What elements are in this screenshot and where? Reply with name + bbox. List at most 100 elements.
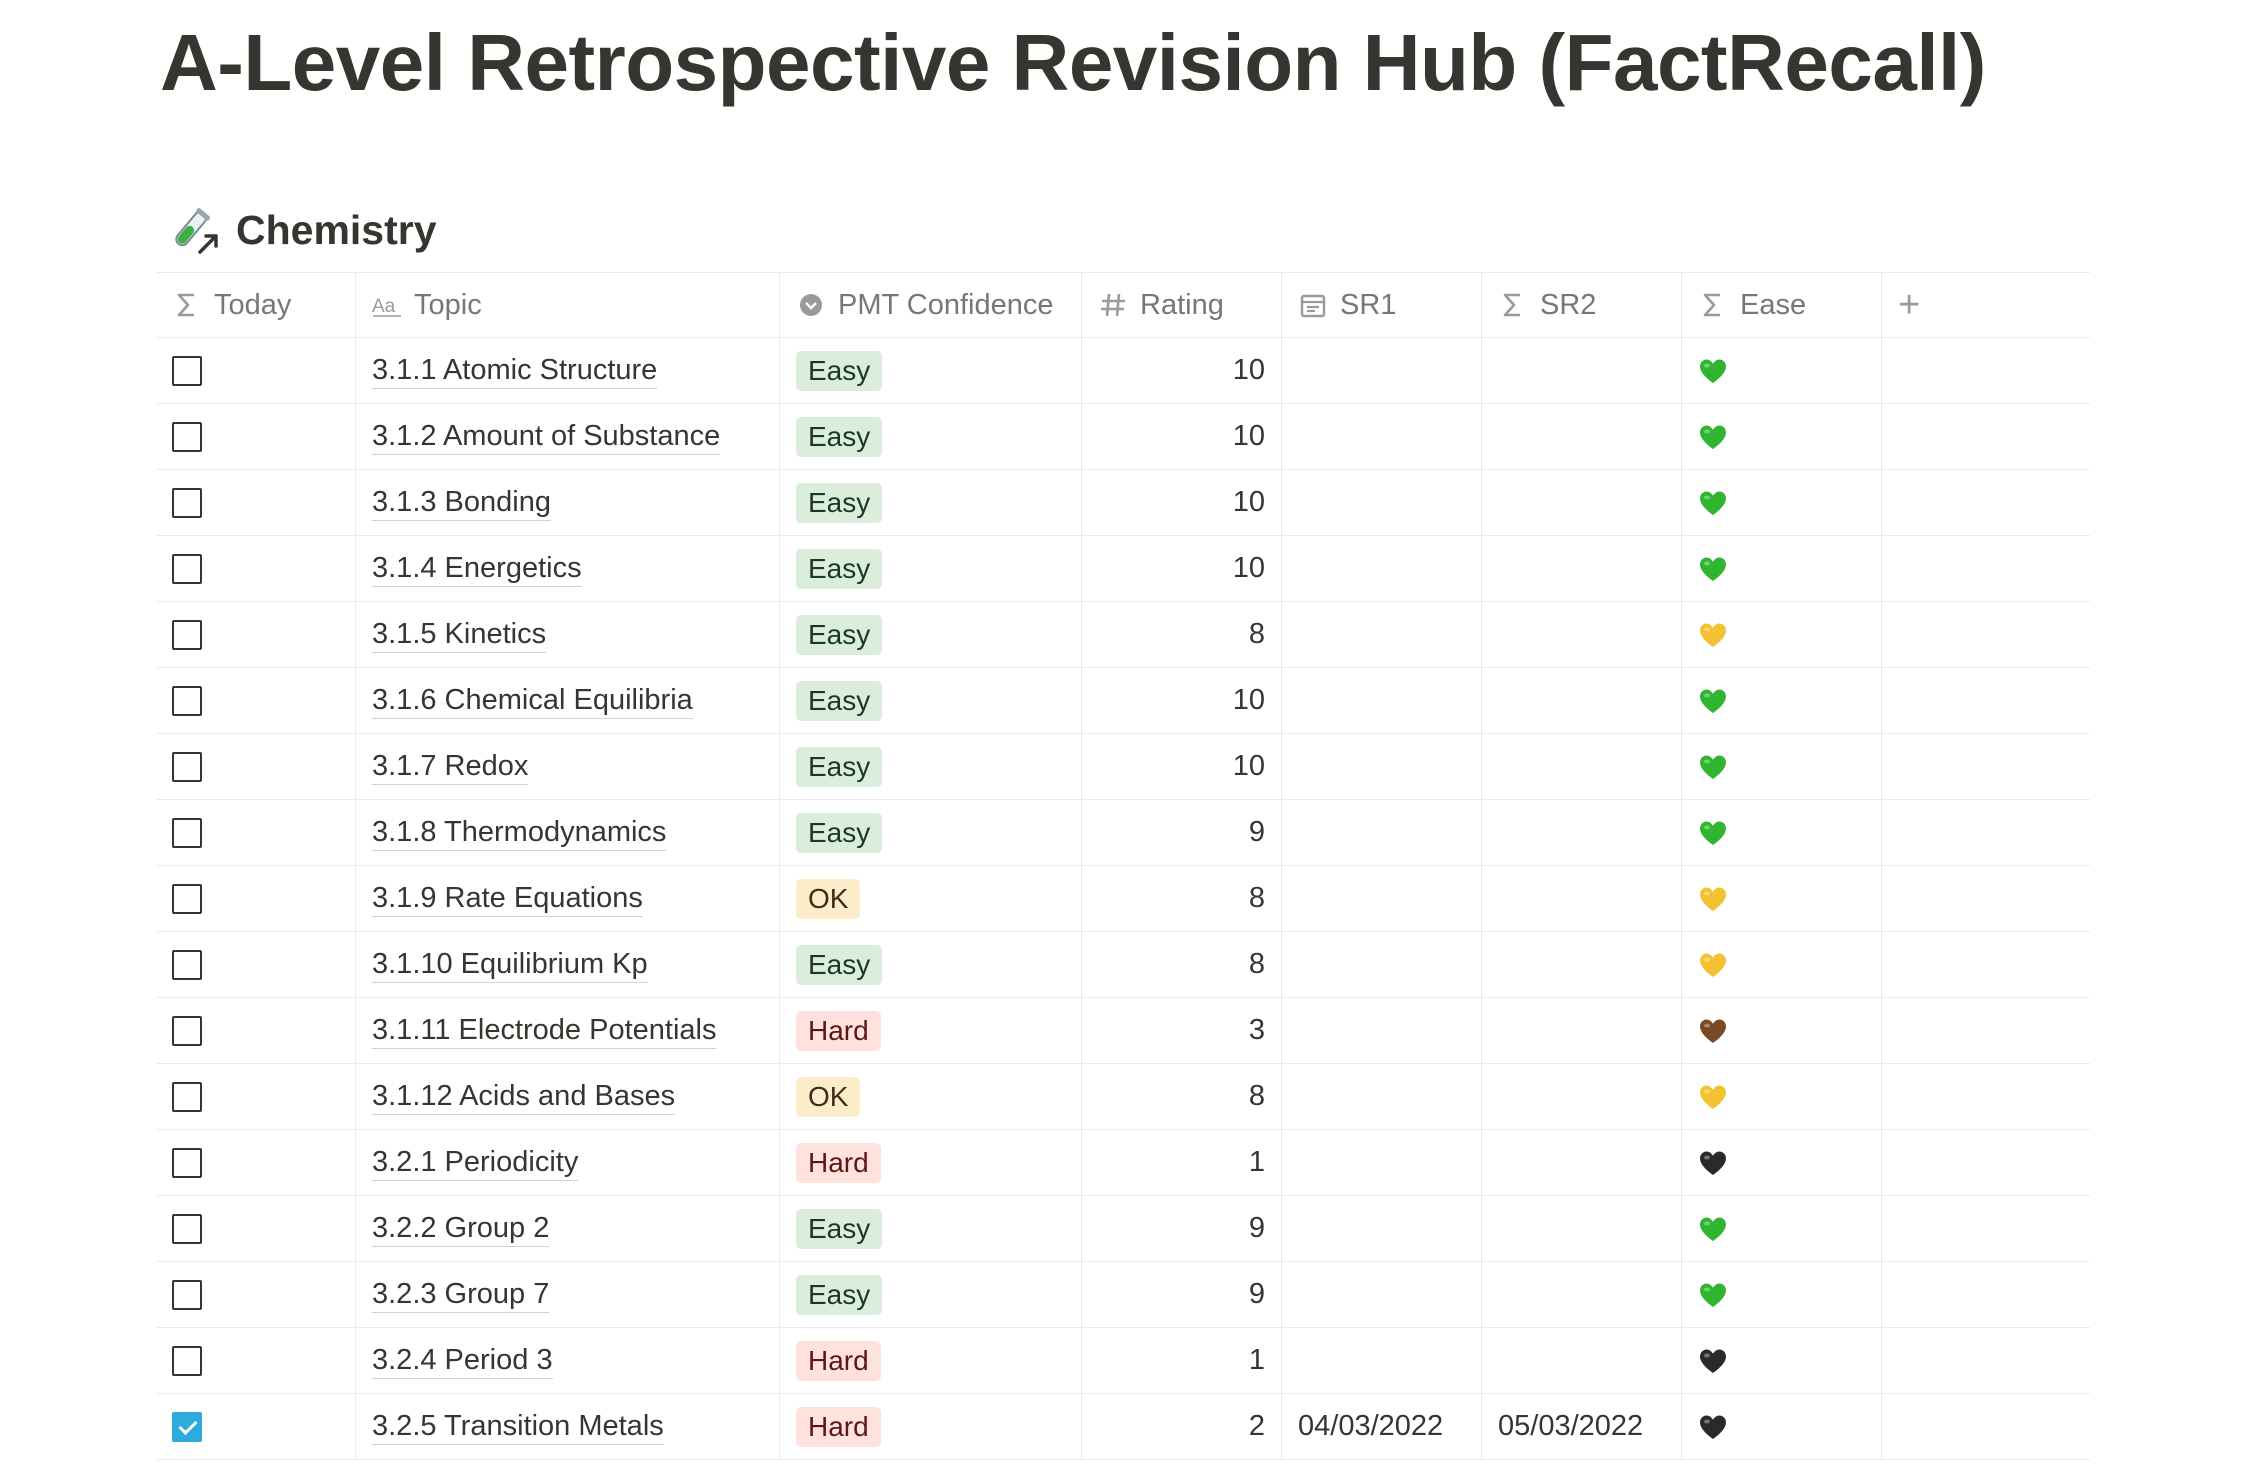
table-row[interactable]: 3.2.2 Group 2 Easy 9 [156,1196,2090,1262]
topic-link[interactable]: 3.2.4 Period 3 [372,1343,553,1379]
today-checkbox[interactable] [172,487,202,518]
table-row[interactable]: 3.1.8 Thermodynamics Easy 9 [156,800,2090,866]
table-row[interactable]: 3.1.9 Rate Equations OK 8 [156,866,2090,932]
topic-link[interactable]: 3.1.8 Thermodynamics [372,815,667,851]
confidence-cell[interactable]: OK [780,1064,1082,1129]
topic-link[interactable]: 3.1.4 Energetics [372,551,582,587]
rating-cell[interactable]: 2 [1082,1394,1282,1459]
today-checkbox[interactable] [172,1213,202,1244]
topic-link[interactable]: 3.1.11 Electrode Potentials [372,1013,717,1049]
topic-link[interactable]: 3.1.6 Chemical Equilibria [372,683,693,719]
today-checkbox[interactable] [172,1015,202,1046]
sr1-cell[interactable] [1282,470,1482,535]
topic-link[interactable]: 3.2.1 Periodicity [372,1145,579,1181]
rating-cell[interactable]: 9 [1082,800,1282,865]
table-row[interactable]: 3.2.4 Period 3 Hard 1 [156,1328,2090,1394]
today-checkbox[interactable] [172,1279,202,1310]
rating-cell[interactable]: 8 [1082,932,1282,997]
confidence-cell[interactable]: Hard [780,1130,1082,1195]
sr1-cell[interactable] [1282,998,1482,1063]
today-checkbox[interactable] [172,817,202,848]
today-checkbox[interactable] [172,355,202,386]
topic-link[interactable]: 3.1.5 Kinetics [372,617,547,653]
table-row[interactable]: 3.1.4 Energetics Easy 10 [156,536,2090,602]
topic-link[interactable]: 3.1.2 Amount of Substance [372,419,721,455]
column-header-ease[interactable]: Ease [1682,273,1882,337]
rating-cell[interactable]: 10 [1082,536,1282,601]
today-checkbox[interactable] [172,949,202,980]
column-header-topic[interactable]: Aa Topic [356,273,780,337]
sr1-cell[interactable] [1282,932,1482,997]
topic-link[interactable]: 3.1.3 Bonding [372,485,551,521]
confidence-cell[interactable]: Easy [780,602,1082,667]
table-row[interactable]: 3.1.3 Bonding Easy 10 [156,470,2090,536]
today-checkbox[interactable] [172,1411,202,1442]
rating-cell[interactable]: 8 [1082,1064,1282,1129]
topic-link[interactable]: 3.1.10 Equilibrium Kp [372,947,648,983]
topic-link[interactable]: 3.1.12 Acids and Bases [372,1079,676,1115]
rating-cell[interactable]: 3 [1082,998,1282,1063]
today-checkbox[interactable] [172,883,202,914]
today-checkbox[interactable] [172,751,202,782]
table-row[interactable]: 3.1.1 Atomic Structure Easy 10 [156,338,2090,404]
today-checkbox[interactable] [172,421,202,452]
topic-link[interactable]: 3.1.1 Atomic Structure [372,353,658,389]
confidence-cell[interactable]: Easy [780,668,1082,733]
confidence-cell[interactable]: Hard [780,1394,1082,1459]
rating-cell[interactable]: 10 [1082,338,1282,403]
rating-cell[interactable]: 10 [1082,734,1282,799]
rating-cell[interactable]: 1 [1082,1130,1282,1195]
sr1-cell[interactable] [1282,800,1482,865]
confidence-cell[interactable]: Easy [780,338,1082,403]
topic-link[interactable]: 3.1.7 Redox [372,749,529,785]
add-column-button[interactable]: + [1882,273,2090,337]
confidence-cell[interactable]: Easy [780,734,1082,799]
topic-link[interactable]: 3.2.5 Transition Metals [372,1409,664,1445]
table-row[interactable]: 3.1.2 Amount of Substance Easy 10 [156,404,2090,470]
table-row[interactable]: 3.2.1 Periodicity Hard 1 [156,1130,2090,1196]
rating-cell[interactable]: 9 [1082,1196,1282,1261]
today-checkbox[interactable] [172,1081,202,1112]
topic-link[interactable]: 3.1.9 Rate Equations [372,881,643,917]
table-row[interactable]: 3.1.12 Acids and Bases OK 8 [156,1064,2090,1130]
sr1-cell[interactable] [1282,1328,1482,1393]
table-row[interactable]: 3.1.5 Kinetics Easy 8 [156,602,2090,668]
sr1-cell[interactable] [1282,1064,1482,1129]
rating-cell[interactable]: 10 [1082,404,1282,469]
confidence-cell[interactable]: Easy [780,536,1082,601]
today-checkbox[interactable] [172,1345,202,1376]
confidence-cell[interactable]: Easy [780,1262,1082,1327]
sr1-cell[interactable] [1282,668,1482,733]
sr1-cell[interactable] [1282,734,1482,799]
confidence-cell[interactable]: Easy [780,800,1082,865]
topic-link[interactable]: 3.2.3 Group 7 [372,1277,550,1313]
sr1-cell[interactable]: 04/03/2022 [1282,1394,1482,1459]
sr1-cell[interactable] [1282,1262,1482,1327]
rating-cell[interactable]: 10 [1082,470,1282,535]
confidence-cell[interactable]: Easy [780,932,1082,997]
sr1-cell[interactable] [1282,536,1482,601]
column-header-sr1[interactable]: SR1 [1282,273,1482,337]
sr1-cell[interactable] [1282,866,1482,931]
sr1-cell[interactable] [1282,1196,1482,1261]
rating-cell[interactable]: 1 [1082,1328,1282,1393]
column-header-sr2[interactable]: SR2 [1482,273,1682,337]
table-row[interactable]: 3.1.11 Electrode Potentials Hard 3 [156,998,2090,1064]
database-title[interactable]: Chemistry [236,206,437,253]
today-checkbox[interactable] [172,1147,202,1178]
rating-cell[interactable]: 8 [1082,866,1282,931]
confidence-cell[interactable]: Hard [780,998,1082,1063]
rating-cell[interactable]: 8 [1082,602,1282,667]
sr1-cell[interactable] [1282,602,1482,667]
table-row[interactable]: 3.2.3 Group 7 Easy 9 [156,1262,2090,1328]
today-checkbox[interactable] [172,685,202,716]
column-header-today[interactable]: Today [156,273,356,337]
sr1-cell[interactable] [1282,1130,1482,1195]
rating-cell[interactable]: 10 [1082,668,1282,733]
confidence-cell[interactable]: OK [780,866,1082,931]
sr1-cell[interactable] [1282,404,1482,469]
confidence-cell[interactable]: Easy [780,404,1082,469]
table-row[interactable]: 3.1.10 Equilibrium Kp Easy 8 [156,932,2090,998]
table-row[interactable]: 3.1.7 Redox Easy 10 [156,734,2090,800]
confidence-cell[interactable]: Easy [780,1196,1082,1261]
